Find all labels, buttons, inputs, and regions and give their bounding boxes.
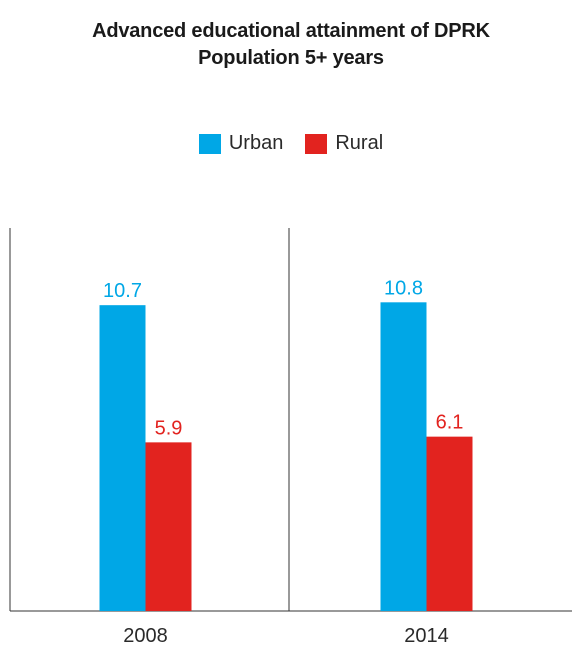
legend-swatch-rural <box>305 133 328 154</box>
plot-area: 10.7 5.9 2008 10.8 6.1 2014 <box>9 228 572 647</box>
chart-legend: Urban Rural <box>0 132 582 155</box>
data-label-rural-2008: 5.9 <box>155 417 183 439</box>
chart-subtitle: Population 5+ years <box>198 47 384 69</box>
legend-label-rural: Rural <box>335 132 384 154</box>
bar-rural-2014 <box>426 436 473 611</box>
bar-urban-2014 <box>380 302 427 611</box>
bar-urban-2008 <box>99 305 146 611</box>
data-label-urban-2014: 10.8 <box>384 277 423 299</box>
legend-label-urban: Urban <box>228 132 284 154</box>
legend-item-rural: Rural <box>305 132 383 155</box>
data-label-rural-2014: 6.1 <box>436 412 464 434</box>
x-tick-label-2008: 2008 <box>123 625 168 647</box>
bar-rural-2008 <box>145 442 192 611</box>
legend-item-urban: Urban <box>198 132 284 155</box>
chart-title-block: Advanced educational attainment of DPRK … <box>0 18 582 72</box>
x-tick-label-2014: 2014 <box>404 625 449 647</box>
legend-swatch-urban <box>198 133 221 154</box>
chart-title: Advanced educational attainment of DPRK <box>92 20 490 42</box>
data-label-urban-2008: 10.7 <box>103 280 142 302</box>
